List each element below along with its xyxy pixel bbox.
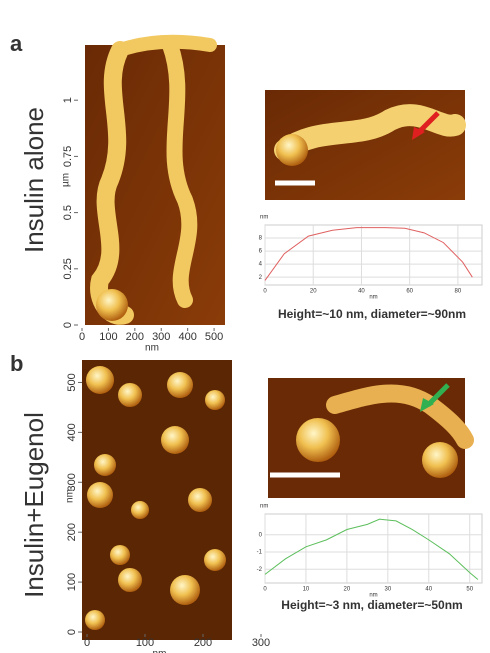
x-tick-label: 40 <box>425 587 432 593</box>
profile-line <box>264 227 473 281</box>
x-tick-label: 300 <box>152 331 170 343</box>
x-tick-label: 10 <box>303 587 310 593</box>
y-tick-label: -1 <box>257 550 263 556</box>
y-tick-label: 200 <box>66 523 78 541</box>
x-tick-label: 50 <box>466 587 473 593</box>
x-tick-label: 200 <box>194 637 212 649</box>
panel-title: Insulin+Eugenol <box>19 412 49 598</box>
panel-label: a <box>10 31 23 56</box>
x-axis-label: nm <box>153 649 167 653</box>
caption: Height=~3 nm, diameter=~50nm <box>281 598 462 612</box>
y-tick-label: -2 <box>257 567 263 573</box>
x-tick-label: 20 <box>344 587 351 593</box>
x-tick-label: 300 <box>252 637 270 649</box>
y-tick-label: 0 <box>62 322 74 328</box>
y-tick-label: 300 <box>66 473 78 491</box>
y-tick-label: 500 <box>66 373 78 391</box>
x-tick-label: 0 <box>263 587 267 593</box>
x-tick-label: 20 <box>310 289 317 295</box>
x-tick-label: 60 <box>406 289 413 295</box>
afm-image <box>85 34 225 325</box>
x-tick-label: 200 <box>126 331 144 343</box>
x-tick-label: 30 <box>384 587 391 593</box>
x-tick-label: 100 <box>99 331 117 343</box>
y-axis-label: nm <box>260 504 268 510</box>
y-tick-label: 0 <box>259 532 263 538</box>
y-tick-label: 4 <box>259 262 263 268</box>
y-tick-label: 0.75 <box>62 146 74 167</box>
plot-frame <box>264 513 483 584</box>
x-tick-label: 0 <box>84 637 90 649</box>
panel-title: Insulin alone <box>19 107 49 253</box>
x-tick-label: 500 <box>205 331 223 343</box>
y-tick-label: 0 <box>66 629 78 635</box>
y-axis-label: nm <box>65 489 76 503</box>
x-axis-label: nm <box>145 343 159 354</box>
x-tick-label: 0 <box>263 289 267 295</box>
afm-image <box>82 360 232 640</box>
zoom-image <box>268 378 474 498</box>
y-tick-label: 100 <box>66 573 78 591</box>
x-tick-label: 400 <box>178 331 196 343</box>
x-axis-label: nm <box>369 295 377 301</box>
y-tick-label: 6 <box>259 249 263 255</box>
y-tick-label: 1 <box>62 97 74 103</box>
x-axis-label: nm <box>369 593 377 599</box>
x-tick-label: 0 <box>79 331 85 343</box>
x-tick-label: 100 <box>136 637 154 649</box>
y-tick-label: 8 <box>259 236 263 242</box>
x-tick-label: 40 <box>358 289 365 295</box>
y-tick-label: 0.5 <box>62 205 74 220</box>
caption: Height=~10 nm, diameter=~90nm <box>278 307 466 321</box>
x-tick-label: 80 <box>455 289 462 295</box>
zoom-image <box>265 90 466 200</box>
panel-label: b <box>10 351 23 376</box>
y-axis-label: nm <box>260 215 268 221</box>
y-tick-label: 2 <box>259 275 263 281</box>
y-tick-label: 400 <box>66 423 78 441</box>
plot-frame <box>264 224 483 286</box>
y-tick-label: 0.25 <box>62 258 74 279</box>
profile-line <box>264 518 479 580</box>
y-axis-label: µm <box>61 173 72 187</box>
